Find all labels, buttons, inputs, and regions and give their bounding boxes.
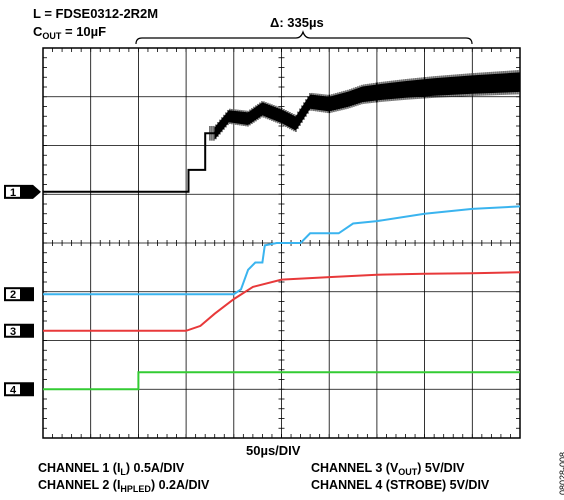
ch1-post: ) 0.5A/DIV xyxy=(125,461,185,475)
marker-number: 2 xyxy=(10,289,16,301)
time-scale-label: 50µs/DIV xyxy=(246,443,301,458)
ch1-sub: L xyxy=(120,467,126,477)
marker-box xyxy=(6,325,20,336)
marker-box xyxy=(6,186,20,197)
channel-3-marker: 3 xyxy=(4,323,34,338)
trace-channel-2 xyxy=(43,205,521,296)
scope-traces xyxy=(43,69,521,391)
ch2-pre: CHANNEL 2 (I xyxy=(38,478,121,492)
delta-annotation: Δ: 335µs xyxy=(270,15,324,30)
cout-value: = 10µF xyxy=(61,24,107,39)
cout-subscript: OUT xyxy=(42,31,62,41)
channel-2-scale: CHANNEL 2 (IHPLED) 0.2A/DIV xyxy=(38,478,209,494)
ch3-post: ) 5V/DIV xyxy=(417,461,465,475)
marker-number: 3 xyxy=(10,326,16,338)
ch3-pre: CHANNEL 3 (V xyxy=(311,461,399,475)
marker-box xyxy=(6,384,20,395)
marker-box xyxy=(6,289,20,300)
ch4-pre: CHANNEL 4 (STROBE) 5V/DIV xyxy=(311,478,490,492)
ch3-sub: OUT xyxy=(398,467,418,477)
channel-markers: 1 2 3 4 xyxy=(4,184,41,397)
channel-1-marker: 1 xyxy=(4,184,41,199)
figure-id: 08028-008 xyxy=(558,452,564,496)
marker-number: 1 xyxy=(10,187,16,199)
trace-channel-3 xyxy=(43,271,521,332)
channel-2-marker: 2 xyxy=(4,287,34,302)
channel-3-scale: CHANNEL 3 (VOUT) 5V/DIV xyxy=(311,461,465,477)
ch1-pre: CHANNEL 1 (I xyxy=(38,461,121,475)
ch2-post: ) 0.2A/DIV xyxy=(150,478,210,492)
trace-channel-4 xyxy=(43,371,520,391)
channel-4-scale: CHANNEL 4 (STROBE) 5V/DIV xyxy=(311,478,489,492)
cout-prefix: C xyxy=(33,24,43,39)
cout-annotation: COUT = 10µF xyxy=(33,24,106,41)
delta-bracket xyxy=(135,30,473,45)
channel-4-marker: 4 xyxy=(4,382,34,397)
ch2-sub: HPLED xyxy=(120,484,151,494)
marker-number: 4 xyxy=(10,384,17,396)
channel-1-scale: CHANNEL 1 (IL) 0.5A/DIV xyxy=(38,461,184,477)
inductor-annotation: L = FDSE0312-2R2M xyxy=(33,6,159,21)
